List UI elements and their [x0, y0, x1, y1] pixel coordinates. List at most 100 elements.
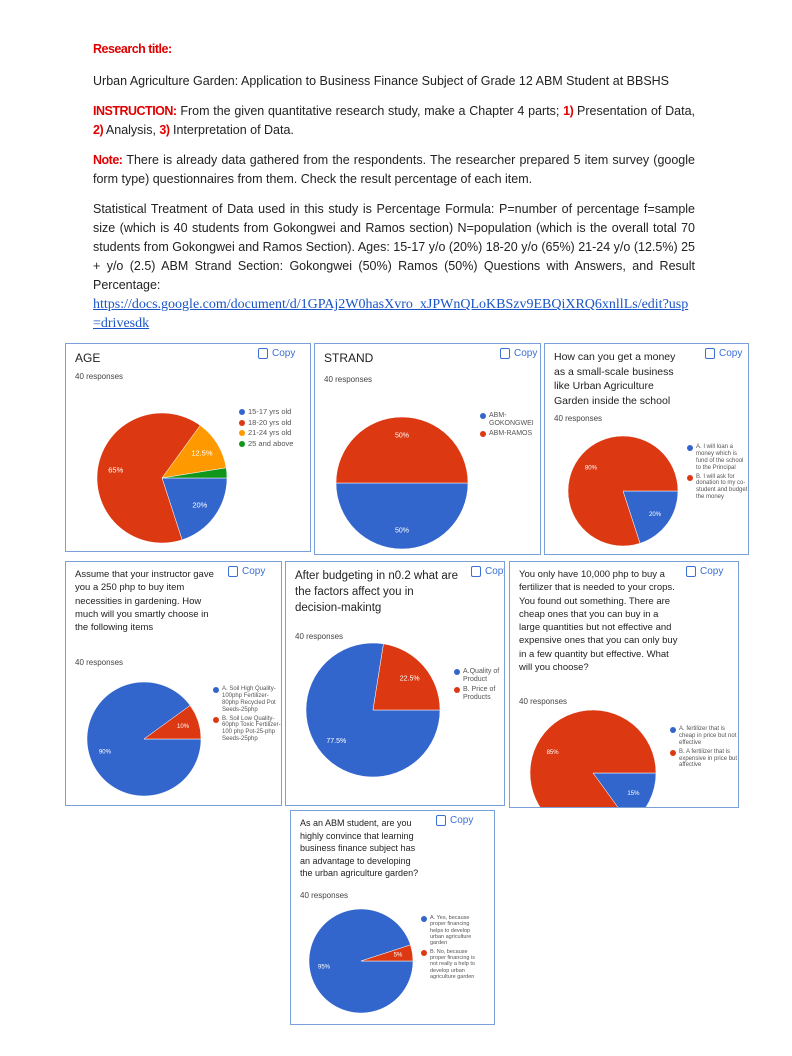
chart-title: AGE [75, 351, 101, 365]
instruction: INSTRUCTION: From the given quantitative… [93, 102, 695, 140]
legend-entry: B. I will ask for donation to my co-stud… [687, 474, 748, 502]
copy-button[interactable]: Copy [436, 815, 473, 826]
copy-label: Copy [485, 566, 504, 577]
pie-chart: 50% 50% [335, 416, 469, 550]
chart-card: 20% 65% 12.5% 15-17 yrs old 18-20 yrs old 21-… [65, 343, 311, 552]
legend-swatch [421, 949, 427, 956]
legend-label: A. I will loan a money which is fund of … [696, 444, 744, 471]
pie-slice [143, 705, 202, 740]
legend-entry: B. A fertilizer that is expensive in pri… [670, 749, 738, 770]
pie-slice [372, 643, 441, 711]
chart-card: 95% 5% A. Yes, because proper financing he… [290, 810, 495, 1025]
chart-title: STRAND [324, 351, 374, 365]
note-text: There is already data gathered from the … [93, 153, 695, 186]
legend-label: B. Price of Products [463, 686, 496, 702]
responses: 40 responses [295, 632, 344, 641]
pie-slice [96, 412, 201, 544]
legend-swatch [480, 413, 486, 419]
copy-icon [471, 566, 481, 577]
copy-button[interactable]: Copy [686, 566, 723, 577]
legend: 15-17 yrs old 18-20 yrs old 21-24 yrs old 2… [239, 407, 309, 451]
slice-label: 95% [318, 964, 331, 970]
legend-swatch [239, 419, 245, 426]
legend-label: A.Quality of Product [463, 668, 500, 684]
legend: A. fertilizer that is cheap in price but… [670, 726, 738, 771]
pie-slice [360, 944, 414, 962]
instruction-part: 3) [159, 123, 170, 137]
pie-slice [335, 482, 469, 550]
instruction-part: Presentation of Data, [573, 104, 696, 118]
copy-icon [686, 566, 696, 577]
legend-label: B. A fertilizer that is expensive in pri… [679, 748, 738, 769]
legend-swatch [670, 749, 676, 756]
instruction-part: Analysis, [103, 123, 160, 137]
instruction-part: Interpretation of Data. [169, 123, 294, 137]
copy-button[interactable]: Copy [705, 348, 742, 359]
legend-swatch [670, 727, 676, 733]
legend-swatch [454, 687, 460, 694]
legend-entry: A. Yes, because proper financing helps t… [421, 915, 483, 947]
legend-label: 21-24 yrs old [248, 428, 292, 438]
copy-label: Copy [719, 348, 743, 359]
note: Note: There is already data gathered fro… [93, 151, 695, 189]
legend-swatch [421, 916, 427, 922]
slice-label: 50% [395, 527, 409, 534]
heading: Research title: [93, 40, 695, 59]
responses: 40 responses [324, 375, 373, 384]
legend-label: A. fertilizer that is cheap in price but… [679, 726, 737, 746]
legend-swatch [480, 431, 486, 438]
chart-card: 50% 50% ABM-GOKONGWEI ABM-RAMOS STRAND 40 res… [314, 343, 541, 555]
legend-label: 18-20 yrs old [248, 417, 292, 427]
pie-chart: 90% 10% [86, 681, 202, 797]
chart-title: You only have 10,000 php to buy a fertil… [519, 569, 678, 674]
slice-label: 22.5% [400, 676, 420, 683]
instruction-part: From the given quantitative research stu… [176, 104, 564, 118]
legend-label: B. No, because proper financing is not r… [430, 948, 475, 980]
pie-slice [567, 435, 679, 547]
pie-chart: 20% 65% 12.5% [96, 412, 228, 544]
pie-chart: 15% 85% [529, 709, 657, 807]
instruction-part: 1) [563, 104, 574, 118]
note-label: Note: [93, 153, 123, 167]
copy-button[interactable]: Copy [500, 348, 537, 359]
statistical-text: Statistical Treatment of Data used in th… [93, 202, 695, 292]
copy-label: Copy [514, 348, 538, 359]
chart-card: 20% 80% A. I will loan a money which is fu… [544, 343, 749, 555]
slice-label: 5% [394, 953, 403, 959]
pie-slice [529, 709, 657, 807]
research-title: Urban Agriculture Garden: Application to… [93, 74, 670, 88]
instruction-part: 2) [93, 123, 104, 137]
legend-label: 25 and above [248, 438, 294, 448]
legend-entry: ABM-GOKONGWEI [480, 412, 540, 428]
copy-button[interactable]: Copy [471, 566, 504, 577]
pie-chart: 20% 80% [567, 435, 679, 547]
legend-entry: B. Price of Products [454, 686, 504, 702]
legend: A.Quality of Product B. Price of Products [454, 668, 504, 704]
slice-label: 12.5% [191, 449, 213, 458]
responses: 40 responses [519, 697, 568, 706]
legend-swatch [239, 440, 245, 447]
chart-card: 90% 10% A. Soil High Quality-100php Fertil… [65, 561, 282, 806]
copy-button[interactable]: Copy [258, 348, 295, 359]
responses: 40 responses [300, 891, 349, 900]
chart-card: 15% 85% A. fertilizer that is cheap in pri… [509, 561, 739, 808]
copy-button[interactable]: Copy [228, 566, 265, 577]
chart-title: After budgeting in n0.2 what are the fac… [295, 570, 459, 615]
slice-label: 20% [192, 500, 207, 509]
legend-entry: A. I will loan a money which is fund of … [687, 444, 748, 472]
document-link[interactable]: https://docs.google.com/document/d/1GPAj… [93, 297, 689, 331]
legend-entry: 21-24 yrs old [239, 429, 309, 438]
chart-card: 77.5% 22.5% A.Quality of Product B. Price o… [285, 561, 505, 806]
pie-chart: 95% 5% [308, 908, 414, 1014]
instruction-label: INSTRUCTION: [93, 104, 177, 118]
legend-entry: A.Quality of Product [454, 668, 504, 684]
legend: A. I will loan a money which is fund of … [687, 444, 748, 503]
pie-slice [161, 477, 228, 541]
slice-label: 80% [585, 465, 598, 471]
legend-entry: B. Soil Low Quality-60php Toxic Fertiliz… [213, 716, 281, 744]
legend-swatch [213, 687, 219, 693]
legend-entry: A. fertilizer that is cheap in price but… [670, 726, 738, 747]
responses: 40 responses [554, 414, 603, 423]
legend-entry: A. Soil High Quality-100php Fertilizer-8… [213, 686, 281, 714]
